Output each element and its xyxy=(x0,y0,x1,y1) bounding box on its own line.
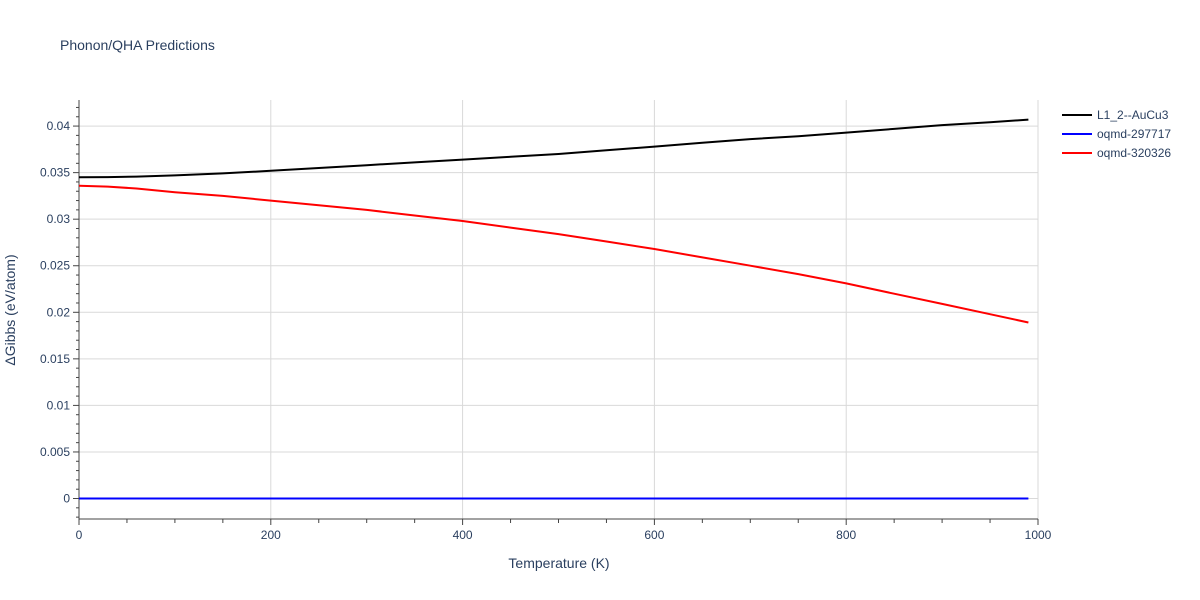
series-lines xyxy=(78,118,1029,500)
series-line-L1_2--AuCu3 xyxy=(78,118,1029,179)
series-line-oqmd-320326 xyxy=(78,184,1029,324)
y-tick-label: 0.015 xyxy=(40,352,70,366)
legend-item[interactable]: oqmd-297717 xyxy=(1062,127,1171,141)
y-tick-label: 0.02 xyxy=(47,305,71,319)
y-tick-label: 0.04 xyxy=(47,119,71,133)
y-tick-label: 0.005 xyxy=(40,445,70,459)
y-axis-label: ΔGibbs (eV/atom) xyxy=(2,254,18,365)
legend-label: oqmd-320326 xyxy=(1097,146,1171,160)
y-tick-label: 0.03 xyxy=(47,212,71,226)
x-tick-label: 200 xyxy=(261,528,281,542)
x-tick-label: 800 xyxy=(836,528,856,542)
x-tick-label: 1000 xyxy=(1025,528,1052,542)
tick-labels: 0 200 400 600 800 1000 0 0.005 0.01 0.015 0.02 0.02… xyxy=(40,119,1052,542)
legend-item[interactable]: L1_2--AuCu3 xyxy=(1062,108,1169,122)
legend[interactable]: L1_2--AuCu3 oqmd-297717 oqmd-320326 xyxy=(1062,108,1171,160)
chart-title: Phonon/QHA Predictions xyxy=(60,37,215,53)
y-tick-label: 0.01 xyxy=(47,398,71,412)
y-tick-label: 0.025 xyxy=(40,259,70,273)
legend-label: L1_2--AuCu3 xyxy=(1097,108,1169,122)
legend-item[interactable]: oqmd-320326 xyxy=(1062,146,1171,160)
grid xyxy=(79,100,1039,519)
x-axis-label: Temperature (K) xyxy=(508,555,609,571)
x-tick-label: 0 xyxy=(76,528,83,542)
y-tick-label: 0 xyxy=(63,492,70,506)
legend-label: oqmd-297717 xyxy=(1097,127,1171,141)
y-tick-label: 0.035 xyxy=(40,166,70,180)
x-tick-label: 600 xyxy=(644,528,664,542)
x-tick-label: 400 xyxy=(453,528,473,542)
axes xyxy=(73,100,1039,525)
